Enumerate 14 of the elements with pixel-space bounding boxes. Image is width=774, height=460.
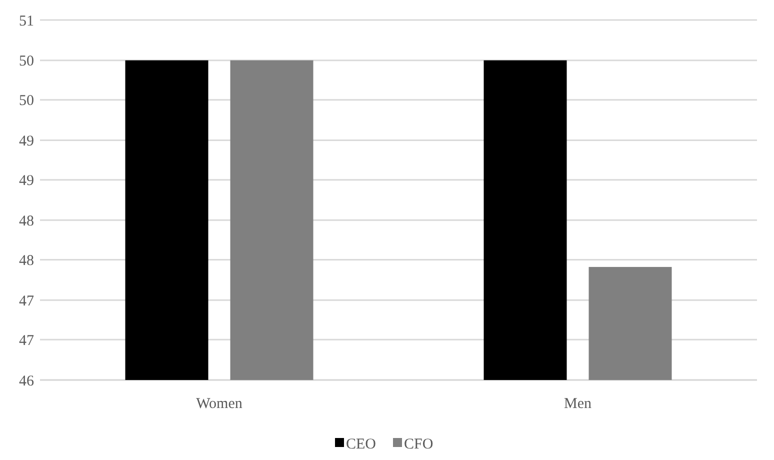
y-tick-label: 48 (19, 253, 34, 270)
y-tick-label: 47 (19, 293, 34, 310)
y-tick-label: 51 (19, 13, 34, 30)
x-tick-label: Men (564, 396, 592, 412)
x-tick-label: Women (196, 396, 243, 412)
y-tick-label: 48 (19, 213, 34, 230)
y-tick-label: 49 (19, 173, 34, 190)
y-tick-label: 47 (19, 332, 34, 349)
y-tick-label: 46 (19, 373, 34, 390)
y-tick-label: 50 (19, 93, 34, 110)
y-tick-label: 49 (19, 133, 34, 150)
y-tick-label: 50 (19, 54, 34, 70)
legend-label: CEO (346, 436, 376, 452)
legend-label: CFO (404, 436, 434, 452)
